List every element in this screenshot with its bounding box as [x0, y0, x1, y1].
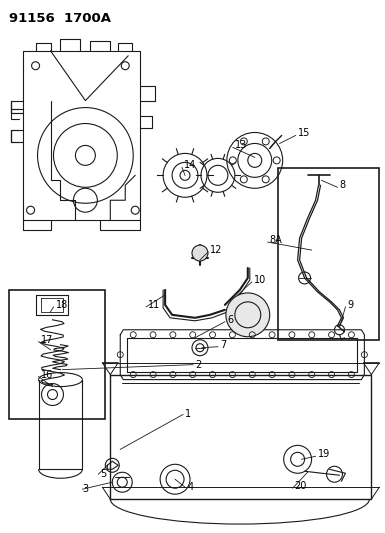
Text: 2: 2 — [195, 360, 201, 370]
Text: 20: 20 — [295, 481, 307, 491]
Text: 3: 3 — [82, 484, 89, 494]
Text: 9: 9 — [347, 300, 353, 310]
Text: 13: 13 — [235, 140, 247, 150]
Text: 6: 6 — [228, 315, 234, 325]
Text: 11: 11 — [148, 300, 161, 310]
Text: 1: 1 — [185, 409, 191, 419]
Text: 8: 8 — [340, 180, 346, 190]
Circle shape — [226, 293, 270, 337]
Text: 12: 12 — [210, 245, 222, 255]
Text: 14: 14 — [184, 160, 196, 171]
Text: 19: 19 — [318, 449, 330, 459]
Text: 15: 15 — [298, 128, 310, 139]
Bar — [278, 168, 379, 340]
Text: 18: 18 — [55, 300, 68, 310]
Text: 7: 7 — [220, 340, 226, 350]
Text: 17: 17 — [40, 335, 53, 345]
Text: 10: 10 — [254, 275, 266, 285]
Text: 8A: 8A — [270, 235, 283, 245]
Circle shape — [192, 245, 208, 261]
Text: 5: 5 — [100, 469, 107, 479]
Text: 16: 16 — [40, 369, 53, 379]
Text: 4: 4 — [188, 482, 194, 492]
Text: 91156  1700A: 91156 1700A — [9, 12, 110, 26]
Bar — [9, 290, 105, 419]
